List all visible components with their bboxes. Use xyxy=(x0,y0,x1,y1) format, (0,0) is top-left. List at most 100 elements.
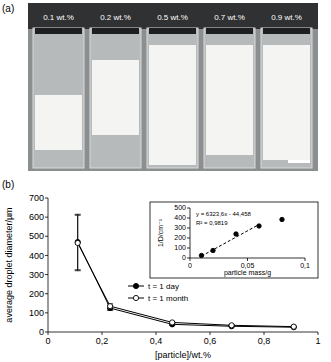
y-axis-label: 1/D/cm⁻¹ xyxy=(157,218,164,247)
y-tick-label: 0 xyxy=(39,327,44,337)
y-tick xyxy=(45,255,48,256)
vial-cap xyxy=(263,28,310,34)
vial-cap xyxy=(149,28,196,34)
y-tick-label: 300 xyxy=(174,224,186,231)
x-axis-label: [particle]/wt.% xyxy=(155,350,211,360)
y-tick xyxy=(45,198,48,199)
error-bar xyxy=(75,214,81,270)
y-tick-label: 400 xyxy=(29,251,44,261)
vial-cap xyxy=(206,28,253,34)
legend-marker xyxy=(133,283,138,288)
x-tick xyxy=(190,258,191,261)
y-tick-label: 600 xyxy=(29,212,44,222)
y-tick xyxy=(187,238,190,239)
data-point xyxy=(229,323,234,328)
x-tick xyxy=(102,332,103,335)
error-bar xyxy=(75,215,81,271)
x-axis xyxy=(48,332,318,333)
chart: 0 0,05 0,1 0 100 200 300 400 500 particle mass/g 1… xyxy=(150,202,318,278)
x-tick xyxy=(305,258,306,261)
vial xyxy=(204,28,255,168)
y-tick-label: 500 xyxy=(29,231,44,241)
x-tick xyxy=(264,332,265,335)
x-tick-label: 0,1 xyxy=(300,262,310,269)
vial-label: 0.9 wt.% xyxy=(271,13,302,22)
data-point xyxy=(291,325,296,330)
emulsion xyxy=(92,60,139,135)
photo-background xyxy=(28,3,318,171)
data-point xyxy=(75,240,80,245)
x-tick xyxy=(318,332,319,335)
legend-label: t = 1 month xyxy=(148,294,188,303)
panel-label: (a) xyxy=(2,3,14,14)
x-tick-label: 1 xyxy=(315,336,320,346)
chart: 00,20,40,60,810100200300400500600700[par… xyxy=(4,193,321,360)
error-bar xyxy=(107,304,113,309)
x-tick xyxy=(210,332,211,335)
vial-cap xyxy=(92,28,139,34)
x-tick-label: 0 xyxy=(45,336,50,346)
x-tick xyxy=(247,258,248,261)
y-tick-label: 300 xyxy=(29,270,44,280)
y-tick xyxy=(45,217,48,218)
y-tick-label: 0 xyxy=(182,254,186,261)
y-tick-label: 200 xyxy=(29,289,44,299)
y-tick xyxy=(187,258,190,259)
vial xyxy=(147,28,198,168)
y-tick xyxy=(187,208,190,209)
error-cap xyxy=(75,214,81,215)
y-tick xyxy=(45,236,48,237)
figure: (a)0.1 wt.%0.2 wt.%0.5 wt.%0.7 wt.%0.9 w… xyxy=(0,0,331,362)
data-point xyxy=(280,217,284,221)
x-tick-label: 0,6 xyxy=(204,336,217,346)
x-tick xyxy=(156,332,157,335)
x-axis-label: particle mass/g xyxy=(224,269,271,277)
inset-frame xyxy=(150,202,318,278)
data-point xyxy=(229,324,234,329)
legend-entry: t = 1 month xyxy=(128,294,188,303)
x-tick-label: 0 xyxy=(188,262,192,269)
data-point xyxy=(108,304,113,309)
y-tick-label: 200 xyxy=(174,234,186,241)
x-tick-label: 0,05 xyxy=(241,262,255,269)
y-tick-label: 400 xyxy=(174,214,186,221)
annotation: R² = 0,9819 xyxy=(196,220,228,226)
data-point xyxy=(291,324,296,329)
legend-label: t = 1 day xyxy=(148,282,179,291)
y-tick xyxy=(187,228,190,229)
scale-bar xyxy=(288,160,310,163)
y-axis-label: average droplet diameter/µm xyxy=(4,207,14,322)
legend-entry: t = 1 day xyxy=(128,282,179,291)
y-tick xyxy=(45,293,48,294)
emulsion xyxy=(206,45,253,155)
series-line xyxy=(202,225,260,257)
y-tick-label: 500 xyxy=(174,204,186,211)
data-point xyxy=(170,320,175,325)
vial-cap xyxy=(35,28,82,34)
vial xyxy=(33,28,84,168)
x-tick-label: 0,8 xyxy=(258,336,271,346)
x-tick xyxy=(48,332,49,335)
data-point xyxy=(75,239,80,244)
vial-label: 0.5 wt.% xyxy=(157,13,188,22)
y-tick xyxy=(187,248,190,249)
legend-marker xyxy=(133,295,138,300)
emulsion xyxy=(149,45,196,165)
vial-label: 0.1 wt.% xyxy=(43,13,74,22)
error-cap xyxy=(75,215,81,216)
photo-top-band xyxy=(28,3,318,29)
vial-label: 0.2 wt.% xyxy=(100,13,131,22)
vial xyxy=(90,28,141,168)
y-tick-label: 700 xyxy=(29,193,44,203)
y-tick-label: 100 xyxy=(29,308,44,318)
panel-label: (b) xyxy=(2,179,14,190)
x-tick-label: 0,4 xyxy=(150,336,163,346)
annotation: y = 6323,6x - 44,458 xyxy=(196,211,252,217)
y-tick-label: 100 xyxy=(174,244,186,251)
data-point xyxy=(234,232,238,236)
emulsion xyxy=(263,45,310,160)
y-tick xyxy=(45,332,48,333)
y-tick xyxy=(45,274,48,275)
vial xyxy=(261,28,312,168)
error-cap xyxy=(75,270,81,271)
